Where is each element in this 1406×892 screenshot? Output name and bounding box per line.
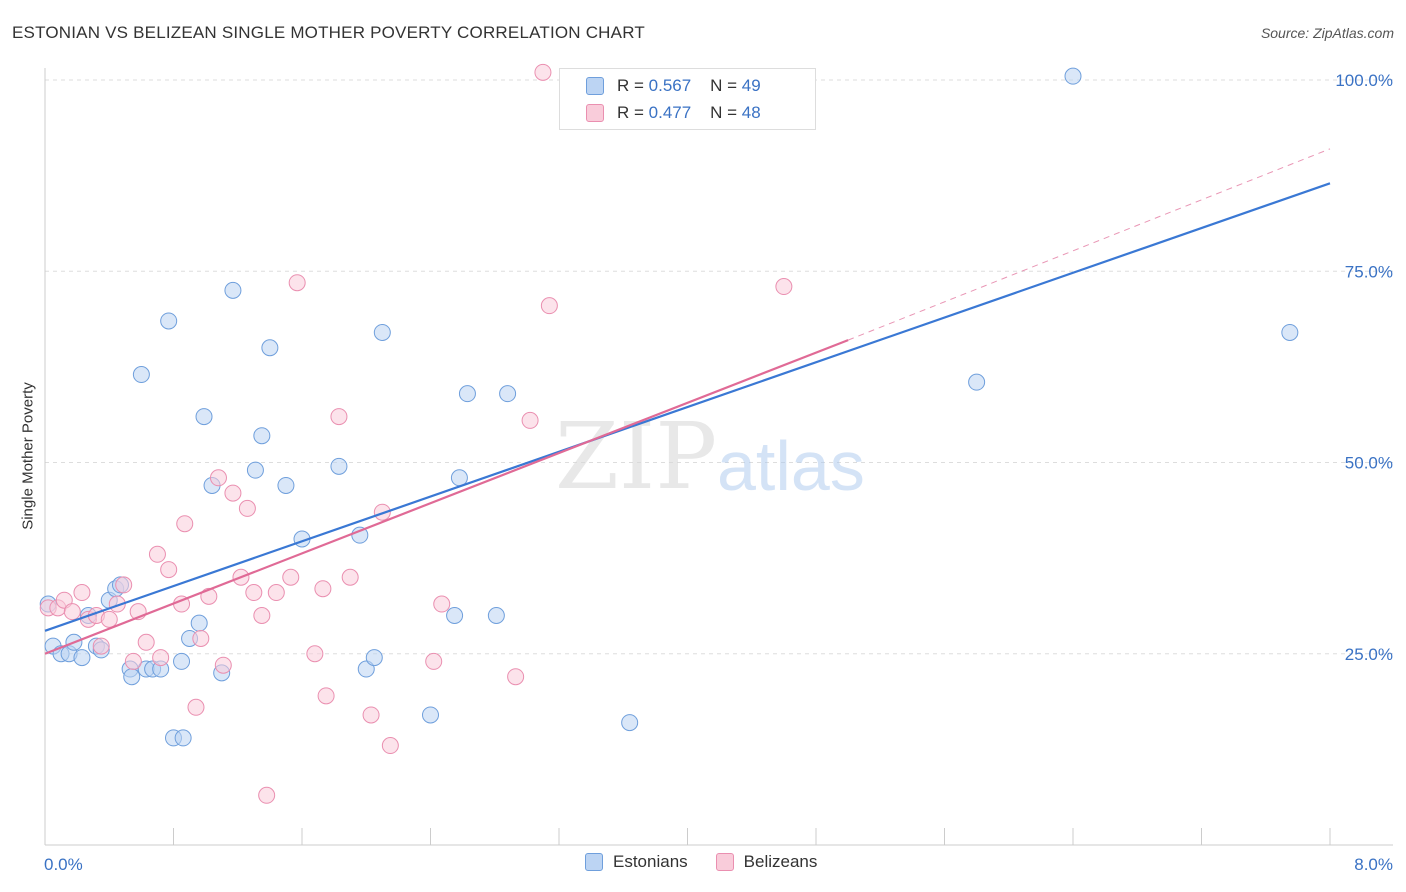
estonians-point xyxy=(132,366,150,384)
belizeans-point xyxy=(152,649,170,667)
estonians-point xyxy=(499,385,517,403)
estonians-point xyxy=(422,706,439,724)
belizeans-point xyxy=(176,515,194,533)
belizeans-point xyxy=(148,545,166,563)
estonians-point xyxy=(173,652,191,670)
belizeans-point xyxy=(192,629,210,647)
belizeans-point xyxy=(92,637,110,655)
belizeans-trend-extension xyxy=(847,148,1331,341)
legend-item-estonians[interactable]: Estonians xyxy=(585,852,688,872)
y-tick-label: 75.0% xyxy=(1345,262,1393,281)
watermark-zip: ZIP xyxy=(555,403,717,510)
belizeans-r-label: R = xyxy=(617,103,649,122)
belizeans-point xyxy=(137,633,155,651)
y-axis-label: Single Mother Poverty xyxy=(19,382,37,530)
legend-label-belizeans: Belizeans xyxy=(743,852,818,871)
belizeans-point xyxy=(330,408,348,426)
estonians-point xyxy=(373,323,391,341)
belizeans-n-label: N = xyxy=(710,103,742,122)
legend-swatch-belizeans xyxy=(715,853,734,871)
belizeans-point xyxy=(288,274,306,292)
estonians-point xyxy=(123,668,141,686)
estonians-point xyxy=(365,649,383,667)
belizeans-point xyxy=(73,584,91,602)
estonians-point xyxy=(174,729,192,747)
belizeans-point xyxy=(253,607,271,624)
belizeans-point xyxy=(314,580,332,598)
estonians-point xyxy=(246,461,264,479)
belizeans-point xyxy=(187,698,205,716)
estonians-point xyxy=(351,526,369,544)
estonians-point xyxy=(1064,67,1082,85)
chart-title: ESTONIAN VS BELIZEAN SINGLE MOTHER POVER… xyxy=(12,23,645,42)
estonians-n-value: 49 xyxy=(741,76,761,95)
legend-item-belizeans[interactable]: Belizeans xyxy=(715,852,818,872)
belizeans-point xyxy=(224,484,242,502)
estonians-point xyxy=(446,607,464,624)
belizeans-point xyxy=(115,576,133,594)
estonians-swatch xyxy=(586,77,604,95)
belizeans-point xyxy=(521,411,539,429)
belizeans-n-value: 48 xyxy=(741,103,761,122)
belizeans-point xyxy=(238,499,256,517)
estonians-point xyxy=(330,457,348,475)
estonians-point xyxy=(73,649,91,667)
y-tick-label: 50.0% xyxy=(1345,454,1393,473)
belizeans-point xyxy=(267,584,285,602)
estonians-point xyxy=(195,408,213,426)
belizeans-point xyxy=(100,610,118,628)
belizeans-point xyxy=(214,656,232,674)
belizeans-point xyxy=(362,706,380,724)
belizeans-point xyxy=(341,568,359,586)
estonians-point xyxy=(1281,323,1299,341)
estonians-trend-line xyxy=(44,182,1331,632)
belizeans-point xyxy=(63,603,81,621)
belizeans-point xyxy=(160,561,178,579)
source-label: Source: ZipAtlas.com xyxy=(1260,25,1394,41)
legend-swatch-estonians xyxy=(585,853,603,871)
belizeans-point xyxy=(775,278,793,296)
stats-legend: R = 0.567 N = 49 R = 0.477 N = 48 xyxy=(559,68,816,130)
y-tick-label: 25.0% xyxy=(1345,645,1393,664)
estonians-point xyxy=(224,281,242,299)
belizeans-point xyxy=(245,584,263,602)
watermark-atlas: atlas xyxy=(717,427,865,505)
belizeans-point xyxy=(258,786,276,804)
estonians-point xyxy=(261,339,279,357)
belizeans-point xyxy=(209,469,227,487)
estonians-point xyxy=(968,373,986,391)
belizeans-point xyxy=(534,63,552,81)
legend-label-estonians: Estonians xyxy=(613,852,688,871)
belizeans-points xyxy=(39,63,793,804)
belizeans-point xyxy=(317,687,335,705)
estonians-point xyxy=(277,476,295,494)
belizeans-trend-line xyxy=(44,339,849,655)
belizeans-point xyxy=(433,595,451,613)
y-tick-label: 100.0% xyxy=(1335,71,1393,90)
estonians-point xyxy=(487,607,505,624)
belizeans-point xyxy=(540,297,558,315)
bottom-legend: Estonians Belizeans xyxy=(585,852,845,872)
belizeans-point xyxy=(124,652,142,670)
x-tick-label: 0.0% xyxy=(44,855,83,874)
belizeans-r-value: 0.477 xyxy=(648,103,692,122)
belizeans-point xyxy=(306,645,324,663)
belizeans-point xyxy=(381,737,399,755)
estonians-point xyxy=(253,427,271,445)
estonians-n-label: N = xyxy=(710,76,742,95)
x-tick-label: 8.0% xyxy=(1354,855,1393,874)
estonians-point xyxy=(190,614,208,632)
grid-lines xyxy=(45,79,1393,655)
belizeans-point xyxy=(282,568,300,586)
estonians-point xyxy=(621,714,639,732)
belizeans-point xyxy=(507,668,525,686)
estonians-point xyxy=(160,312,178,330)
belizeans-point xyxy=(425,652,443,670)
estonians-r-label: R = xyxy=(617,76,649,95)
estonians-point xyxy=(458,385,476,403)
belizeans-swatch xyxy=(586,104,604,122)
x-ticks xyxy=(173,828,1331,845)
estonians-r-value: 0.567 xyxy=(648,76,692,95)
